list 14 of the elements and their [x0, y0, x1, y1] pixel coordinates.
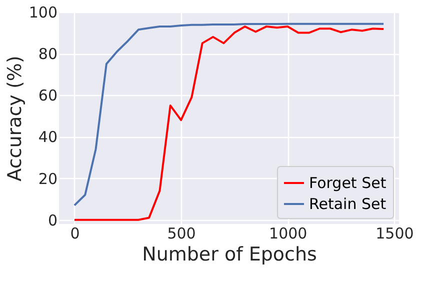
legend-label: Retain Set: [309, 195, 386, 213]
y-tick-label: 60: [38, 86, 58, 105]
y-tick-label: 80: [38, 45, 58, 64]
x-tick-label: 1000: [269, 224, 308, 242]
x-tick-label: 0: [70, 224, 80, 242]
x-tick-label: 500: [167, 224, 196, 242]
x-axis-title: Number of Epochs: [142, 244, 317, 266]
y-tick-label: 40: [38, 128, 58, 146]
y-tick-label: 20: [38, 170, 58, 188]
y-tick-label: 0: [48, 211, 58, 230]
x-tick-label: 1500: [376, 224, 414, 242]
y-axis-title: Accuracy (%): [4, 56, 26, 182]
legend-label: Forget Set: [309, 174, 386, 192]
y-tick-label: 100: [28, 4, 58, 22]
